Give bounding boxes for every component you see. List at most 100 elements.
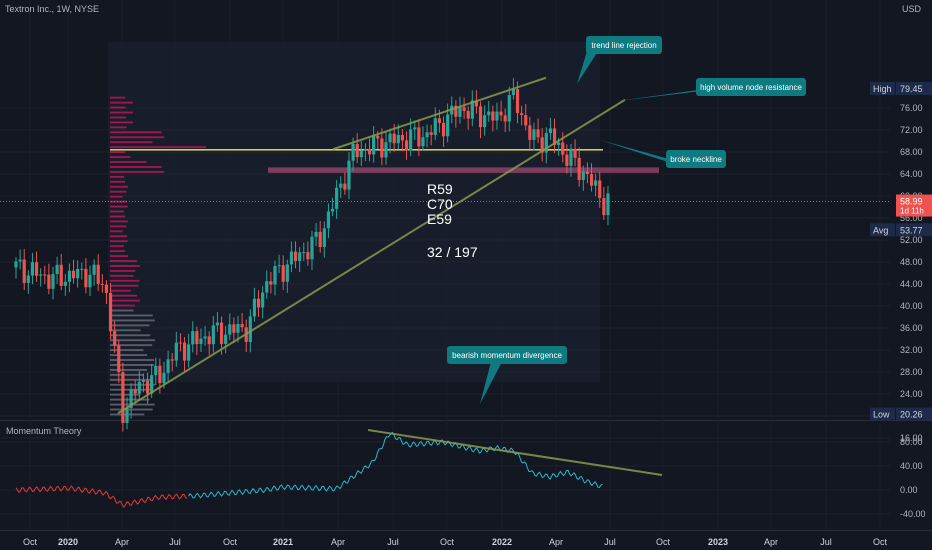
candle-body	[573, 148, 577, 158]
volume-profile-bar	[110, 116, 127, 119]
candle-body	[474, 100, 479, 107]
candle-body	[88, 274, 92, 288]
candle-body	[84, 268, 88, 288]
time-tick-label: Apr	[764, 537, 778, 547]
candle-body	[129, 389, 133, 408]
osc-tick-label: 0.00	[900, 485, 918, 495]
candle-body	[404, 140, 409, 151]
candle-body	[92, 264, 96, 275]
volume-profile-bar	[110, 289, 131, 292]
candle-body	[483, 115, 487, 128]
bearish-momentum-divergence-label: bearish momentum divergence	[452, 351, 562, 360]
volume-profile-bar	[110, 359, 155, 361]
last-price-countdown: 1d 11h	[900, 207, 924, 216]
candle-body	[400, 134, 405, 141]
symbol-title: Textron Inc., 1W, NYSE	[5, 4, 100, 14]
candle-body	[532, 129, 536, 140]
volume-profile-bar	[110, 166, 162, 168]
candle-body	[252, 298, 257, 317]
candle-body	[470, 100, 474, 119]
candle-body	[59, 264, 63, 286]
candle-body	[589, 174, 594, 186]
candle-body	[314, 231, 318, 237]
volume-profile-bar	[110, 339, 155, 342]
low-badge-label-bg	[870, 407, 895, 421]
avg-badge-label-bg	[870, 223, 895, 237]
volume-profile-bar	[110, 269, 136, 272]
lower-trendline	[117, 98, 626, 415]
broke-neckline-label: broke neckline	[670, 155, 722, 164]
candle-body	[219, 322, 224, 344]
broke-neckline-box	[666, 150, 726, 168]
time-tick-label: 2021	[273, 537, 293, 547]
candle-body	[339, 183, 343, 188]
candle-body	[293, 251, 298, 262]
score-line: R59	[427, 181, 453, 197]
currency-label[interactable]: USD	[902, 4, 922, 14]
candle-body	[458, 107, 462, 117]
candle-body	[441, 122, 446, 137]
volume-profile-bar	[110, 373, 144, 376]
candle-body	[96, 264, 100, 284]
candle-body	[326, 211, 331, 229]
candle-body	[318, 231, 322, 248]
candle-body	[548, 128, 553, 134]
candle-body	[22, 259, 26, 283]
candle-body	[158, 365, 162, 384]
candle-body	[80, 268, 84, 270]
upper-trendline	[332, 76, 547, 151]
candle-body	[491, 111, 495, 121]
candle-body	[322, 228, 326, 248]
selection-range	[108, 42, 600, 382]
volume-profile-bar	[110, 334, 151, 337]
volume-profile-bar	[110, 324, 150, 327]
candle-body	[232, 324, 236, 333]
volume-profile-bar	[110, 185, 128, 188]
volume-profile-bar	[110, 299, 140, 302]
time-tick-label: Jul	[169, 537, 181, 547]
low-badge-bg	[896, 407, 932, 421]
candle-body	[166, 359, 170, 373]
candle-body	[108, 292, 113, 332]
candle-body	[30, 262, 35, 276]
volume-profile-bar	[110, 284, 139, 287]
time-tick-label: 2022	[492, 537, 512, 547]
low-badge-value: 20.26	[900, 410, 923, 420]
candle-body	[55, 264, 59, 274]
candle-body	[363, 148, 368, 151]
candle-body	[417, 127, 421, 147]
candle-body	[462, 107, 466, 111]
volume-profile-bar	[110, 349, 144, 352]
candle-body	[511, 89, 516, 95]
volume-profile-bar	[110, 265, 140, 267]
candle-body	[47, 274, 51, 289]
candle-body	[536, 129, 540, 138]
score-line: C70	[427, 196, 453, 212]
candle-body	[351, 143, 355, 161]
candle-body	[507, 94, 511, 122]
candle-body	[380, 138, 384, 158]
candle-body	[215, 322, 220, 326]
volume-profile-bar	[110, 364, 155, 366]
candle-body	[524, 115, 528, 126]
candle-body	[43, 274, 47, 276]
candle-body	[306, 252, 310, 260]
candle-body	[495, 111, 499, 121]
candle-body	[211, 325, 215, 345]
volume-profile-bar	[110, 235, 128, 238]
price-tick-label: 64.00	[900, 169, 923, 179]
bearish-momentum-divergence-box	[447, 346, 567, 364]
candle-body	[100, 283, 104, 285]
candle-body	[261, 292, 265, 308]
candle-body	[598, 180, 602, 199]
candle-body	[557, 142, 561, 145]
candle-body	[330, 208, 335, 212]
candle-body	[298, 252, 302, 262]
volume-profile-bar	[110, 354, 148, 356]
candle-body	[150, 375, 154, 394]
candle-body	[273, 265, 277, 285]
candle-body	[133, 389, 137, 394]
candle-body	[14, 261, 18, 268]
avg-badge-bg	[896, 223, 932, 237]
